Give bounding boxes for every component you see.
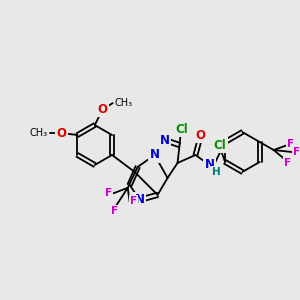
Text: F: F [130, 196, 137, 206]
Text: N: N [205, 158, 214, 172]
Text: F: F [287, 139, 294, 149]
Text: O: O [98, 103, 108, 116]
Text: Cl: Cl [175, 123, 188, 136]
Text: N: N [135, 194, 145, 206]
Text: N: N [160, 134, 170, 146]
Text: H: H [212, 167, 221, 177]
Text: N: N [150, 148, 160, 161]
Text: O: O [196, 128, 206, 142]
Text: F: F [284, 158, 291, 168]
Text: O: O [56, 127, 67, 140]
Text: CH₃: CH₃ [115, 98, 133, 108]
Text: F: F [293, 147, 300, 157]
Text: F: F [111, 206, 118, 216]
Text: Cl: Cl [214, 139, 226, 152]
Text: F: F [105, 188, 112, 198]
Text: CH₃: CH₃ [29, 128, 48, 138]
